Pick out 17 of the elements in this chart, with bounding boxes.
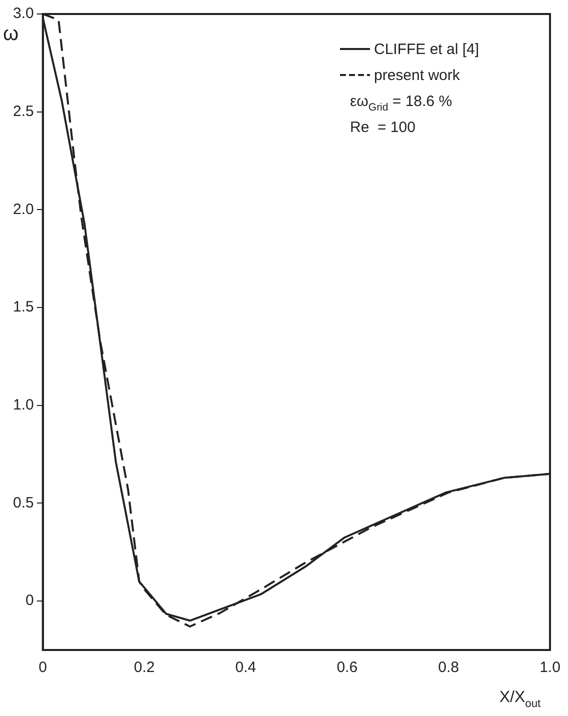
y-tick-label: 2.0 [12, 200, 34, 218]
legend-label: CLIFFE et al [4] [374, 41, 480, 58]
y-axis-title: ω [3, 23, 19, 45]
y-tick-label: 3.0 [12, 5, 34, 22]
annotation: Re = 100 [350, 119, 416, 136]
x-tick-label: 1.0 [540, 659, 560, 676]
x-tick-label: 0.6 [336, 659, 358, 676]
x-tick-label: 0.8 [438, 659, 459, 676]
x-tick-label: 0.4 [235, 659, 256, 676]
x-tick-label: 0 [38, 659, 48, 676]
legend-label: present work [374, 67, 460, 84]
y-tick-label: 0.5 [12, 494, 34, 512]
x-tick-label: 0.2 [134, 659, 155, 676]
y-tick-label: 1.0 [12, 396, 34, 414]
y-tick-label: 1.5 [12, 298, 34, 316]
y-tick-label: 0 [26, 592, 34, 610]
y-tick-label: 2.5 [12, 102, 34, 120]
